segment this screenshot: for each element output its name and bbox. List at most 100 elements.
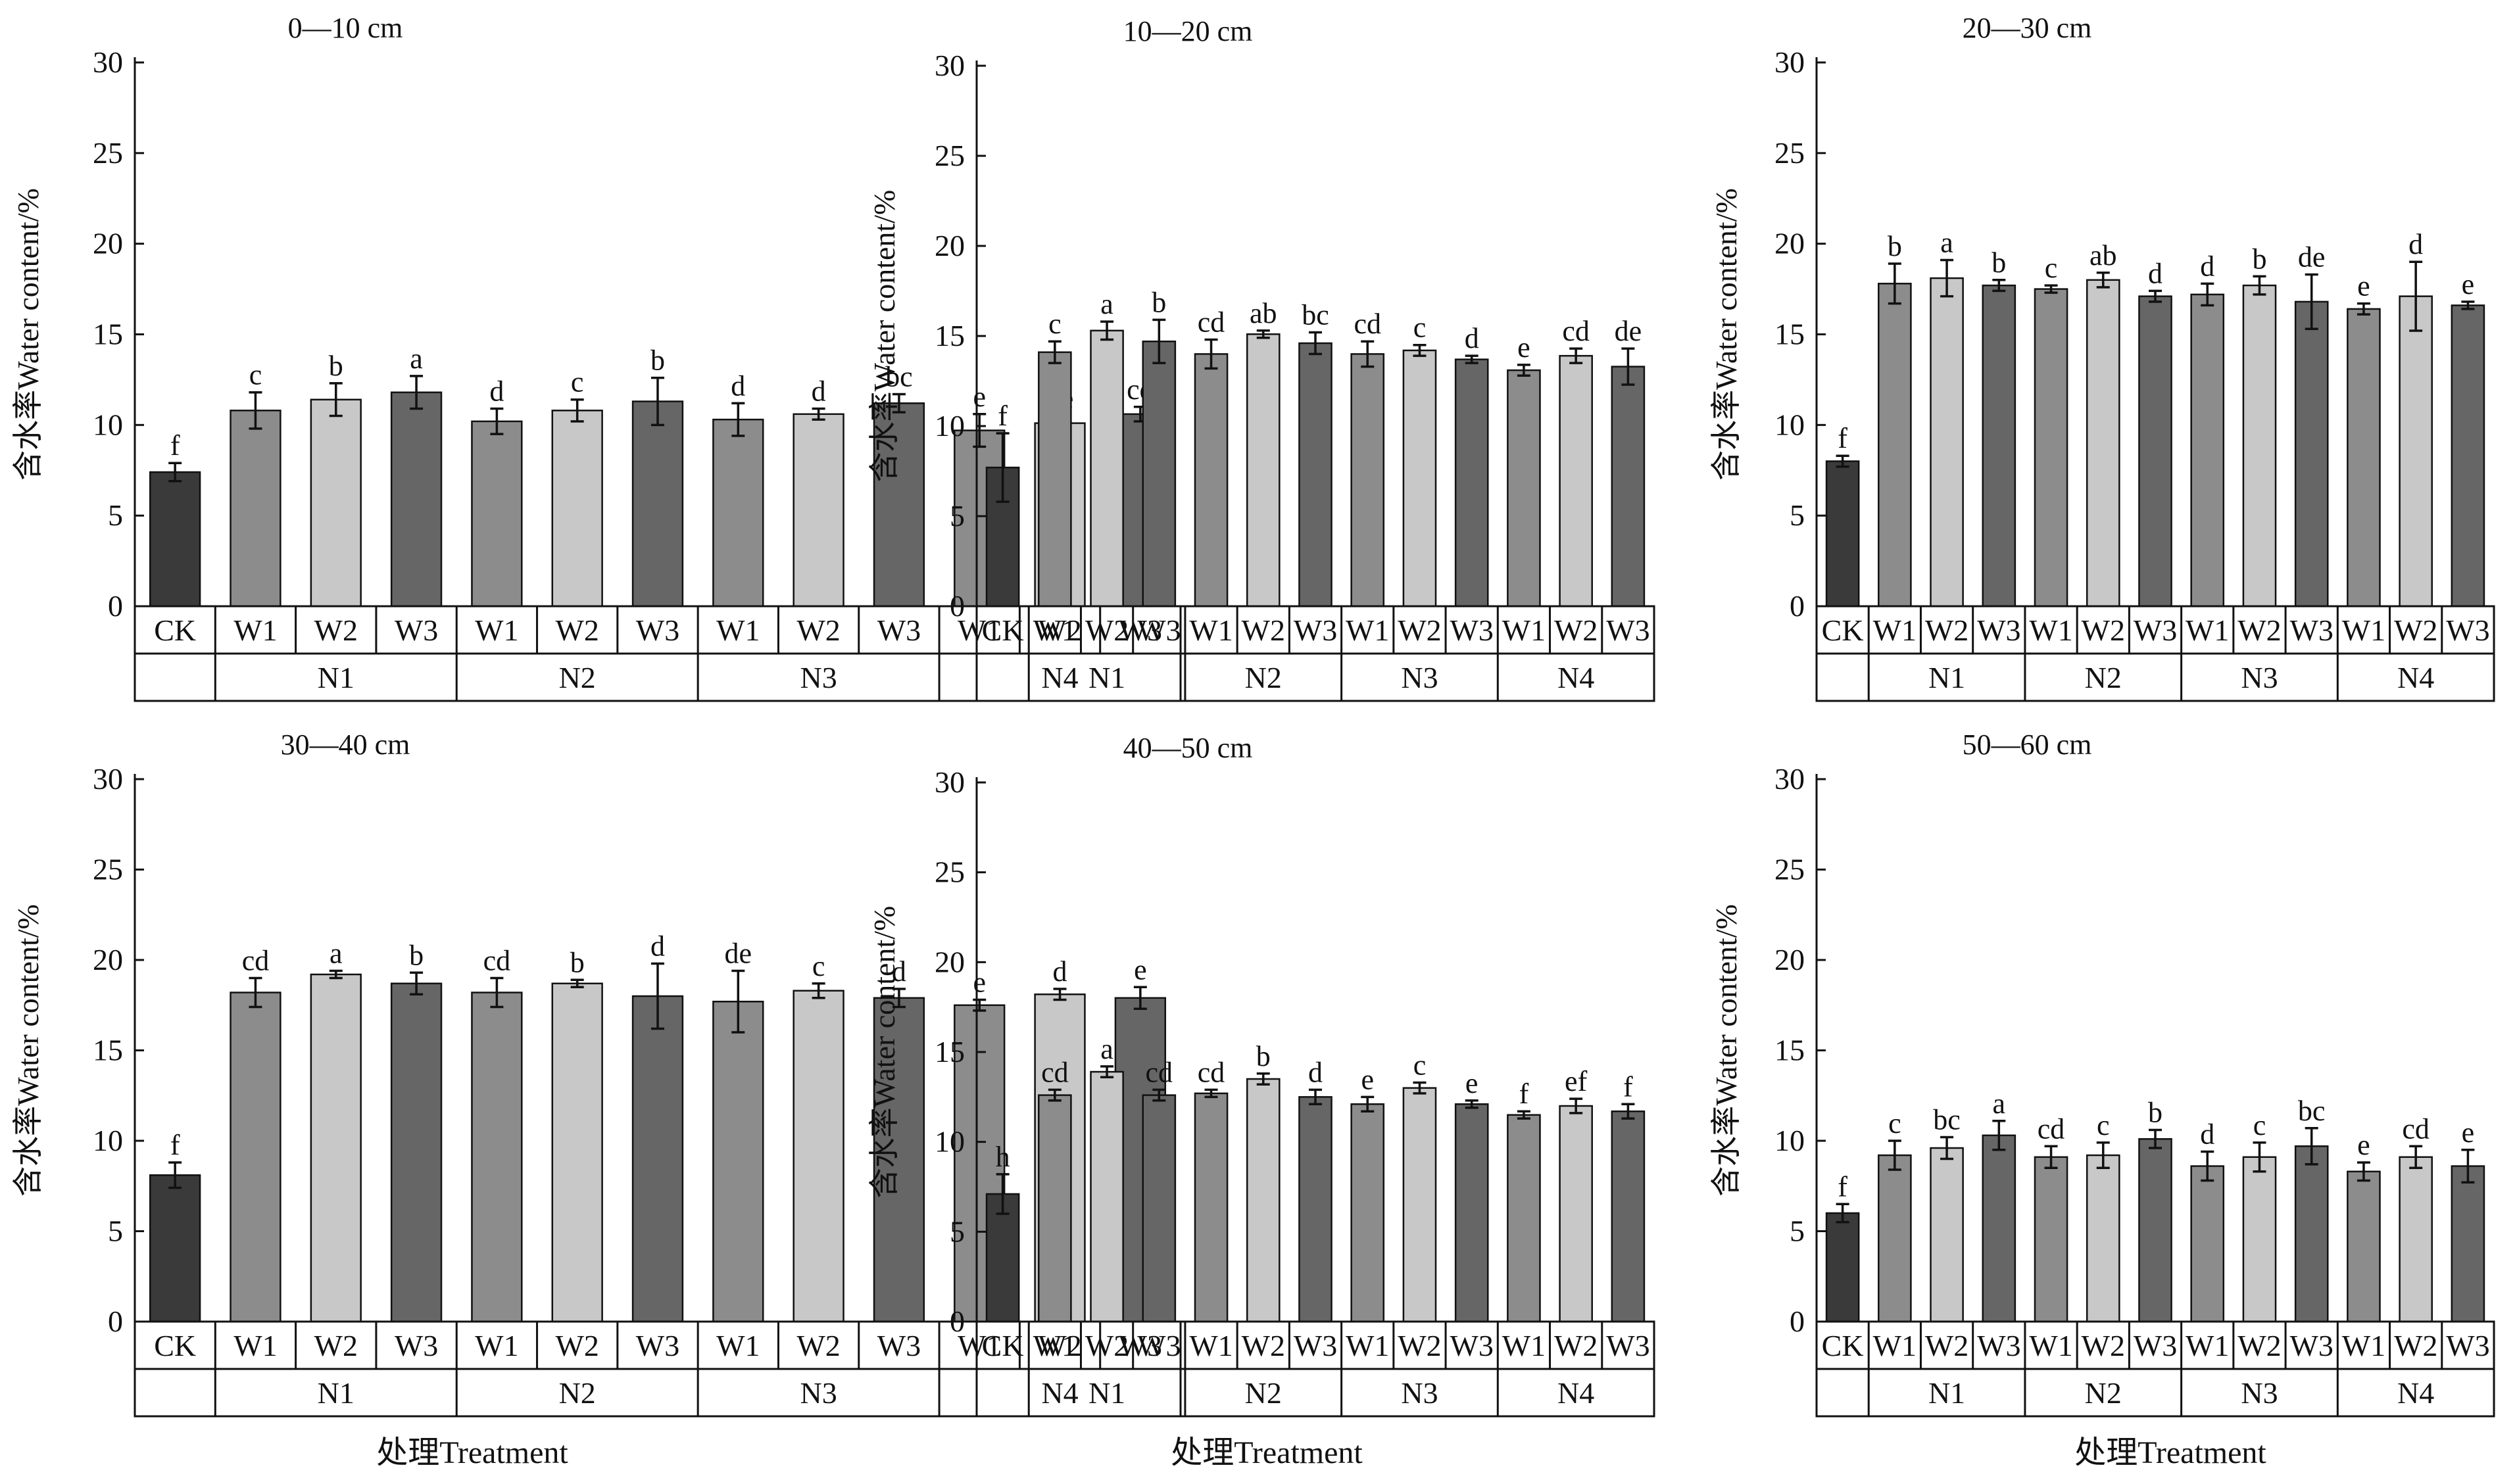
p1-group-label-N3: N3 bbox=[800, 661, 837, 694]
p1-bar-4 bbox=[390, 391, 443, 608]
p3-sig-letter-6: ab bbox=[2089, 239, 2117, 272]
p4-bar-5 bbox=[471, 992, 523, 1323]
p3-bar-7 bbox=[2138, 295, 2172, 608]
p3-category-label-11: W1 bbox=[2342, 613, 2385, 647]
p1-sig-letter-6: c bbox=[571, 366, 584, 398]
p5-panel-title: 40—50 cm bbox=[1123, 732, 1253, 764]
p6-y-tick-label: 10 bbox=[1774, 1124, 1805, 1157]
p3-sig-letter-2: b bbox=[1888, 230, 1902, 262]
p2-sig-letter-12: cd bbox=[1562, 315, 1590, 347]
p6-sig-letter-8: d bbox=[2200, 1118, 2214, 1151]
p1-y-tick-label: 0 bbox=[108, 589, 123, 623]
p4-bar-4 bbox=[390, 982, 443, 1323]
x-axis-title-col2: 处理Treatment bbox=[1171, 1435, 1363, 1470]
p2-panel-title: 10—20 cm bbox=[1123, 15, 1253, 47]
p5-sig-letter-10: e bbox=[1465, 1067, 1478, 1099]
p4-y-axis-title: 含水率Water content/% bbox=[11, 904, 45, 1197]
p5-sig-letter-4: cd bbox=[1146, 1056, 1173, 1088]
p2-category-label-7: W3 bbox=[1294, 613, 1337, 647]
p5-bar-1 bbox=[985, 1193, 1020, 1323]
p2-bar-10 bbox=[1454, 358, 1489, 608]
p1-category-label-13: W3 bbox=[1119, 613, 1162, 647]
p1-sig-letter-11: e bbox=[973, 381, 986, 413]
p3-bar-1 bbox=[1825, 460, 1860, 608]
p6-sig-letter-7: b bbox=[2148, 1097, 2163, 1129]
p5-sig-letter-5: cd bbox=[1198, 1056, 1225, 1088]
p5-y-tick-label: 25 bbox=[935, 855, 965, 889]
p6-category-label-5: W1 bbox=[2029, 1329, 2072, 1362]
p2-y-tick-label: 15 bbox=[935, 319, 965, 352]
p6-bar-9 bbox=[2242, 1156, 2277, 1323]
p6-category-label-10: W3 bbox=[2289, 1329, 2333, 1362]
p6-bar-1 bbox=[1825, 1212, 1860, 1323]
p5-sig-letter-3: a bbox=[1100, 1033, 1113, 1065]
p3-group-label-N1: N1 bbox=[1928, 661, 1965, 694]
p2-sig-letter-13: de bbox=[1615, 315, 1642, 347]
p2-sig-letter-6: ab bbox=[1250, 297, 1277, 329]
p2-y-axis-title: 含水率Water content/% bbox=[868, 190, 901, 483]
p3-bar-12 bbox=[2399, 295, 2433, 608]
p2-y-tick-label: 20 bbox=[935, 229, 965, 262]
p5-category-label-3: W2 bbox=[1085, 1329, 1129, 1362]
p1-category-label-12: W2 bbox=[1038, 613, 1081, 647]
p5-category-label-5: W1 bbox=[1189, 1329, 1233, 1362]
p6-bar-10 bbox=[2294, 1145, 2329, 1323]
p1-sig-letter-5: d bbox=[489, 375, 504, 408]
p2-sig-letter-10: d bbox=[1465, 322, 1479, 354]
p3-bar-3 bbox=[1930, 277, 1964, 608]
p4-sig-letter-2: cd bbox=[242, 945, 270, 977]
p1-y-tick-label: 20 bbox=[93, 227, 123, 260]
p1-bar-3 bbox=[310, 398, 362, 608]
p1-sig-letter-3: b bbox=[329, 350, 343, 382]
p4-sig-letter-7: d bbox=[650, 930, 665, 963]
p4-y-tick-label: 0 bbox=[108, 1304, 123, 1338]
p3-sig-letter-1: f bbox=[1838, 422, 1847, 454]
p2-bar-8 bbox=[1350, 353, 1385, 608]
p4-sig-letter-13: e bbox=[1134, 953, 1147, 986]
p5-y-tick-label: 0 bbox=[950, 1304, 965, 1338]
p3-sig-letter-11: e bbox=[2357, 270, 2370, 302]
p2-bar-13 bbox=[1611, 366, 1646, 608]
p3-y-tick-label: 10 bbox=[1774, 408, 1805, 441]
p3-bar-8 bbox=[2190, 293, 2225, 608]
p5-category-label-2: W1 bbox=[1033, 1329, 1077, 1362]
p5-category-label-4: W3 bbox=[1137, 1329, 1181, 1362]
p5-y-tick-label: 10 bbox=[935, 1125, 965, 1159]
p1-panel-title: 0—10 cm bbox=[288, 12, 403, 44]
p6-y-tick-label: 20 bbox=[1774, 943, 1805, 976]
p5-category-label-1: CK bbox=[982, 1329, 1024, 1362]
p3-category-label-2: W1 bbox=[1873, 613, 1917, 647]
p6-sig-letter-5: cd bbox=[2038, 1113, 2065, 1145]
p6-bar-5 bbox=[2034, 1156, 2068, 1323]
p2-y-tick-label: 30 bbox=[935, 49, 965, 82]
p4-bar-1 bbox=[149, 1174, 201, 1323]
p3-category-label-8: W1 bbox=[2186, 613, 2229, 647]
p2-sig-letter-7: bc bbox=[1302, 299, 1329, 331]
p1-category-label-8: W1 bbox=[716, 613, 760, 647]
p5-category-label-8: W1 bbox=[1346, 1329, 1389, 1362]
p4-y-tick-label: 10 bbox=[93, 1124, 123, 1157]
p6-category-label-8: W1 bbox=[2186, 1329, 2229, 1362]
p1-group-label-N1: N1 bbox=[318, 661, 354, 694]
p4-bar-9 bbox=[793, 990, 844, 1323]
p2-bar-9 bbox=[1402, 349, 1437, 608]
p1-category-label-1: CK bbox=[154, 613, 196, 647]
p2-category-label-2: W1 bbox=[1033, 613, 1077, 647]
p4-y-tick-label: 5 bbox=[108, 1214, 123, 1248]
p5-category-label-11: W1 bbox=[1502, 1329, 1546, 1362]
p3-bar-9 bbox=[2242, 284, 2277, 608]
p4-y-tick-label: 30 bbox=[93, 762, 123, 796]
p6-y-tick-label: 30 bbox=[1774, 762, 1805, 796]
p5-bar-11 bbox=[1507, 1114, 1541, 1323]
p6-bar-6 bbox=[2086, 1154, 2120, 1323]
p1-bar-5 bbox=[471, 420, 523, 608]
p6-y-axis-title: 含水率Water content/% bbox=[1709, 904, 1743, 1197]
p2-category-label-9: W2 bbox=[1398, 613, 1441, 647]
p5-category-label-6: W2 bbox=[1242, 1329, 1285, 1362]
p3-bar-4 bbox=[1982, 284, 2016, 608]
p3-category-label-4: W3 bbox=[1977, 613, 2020, 647]
p2-y-tick-label: 0 bbox=[950, 589, 965, 623]
p4-sig-letter-8: de bbox=[725, 938, 752, 970]
p2-group-label-N4: N4 bbox=[1557, 661, 1594, 694]
p2-bar-11 bbox=[1507, 369, 1541, 608]
